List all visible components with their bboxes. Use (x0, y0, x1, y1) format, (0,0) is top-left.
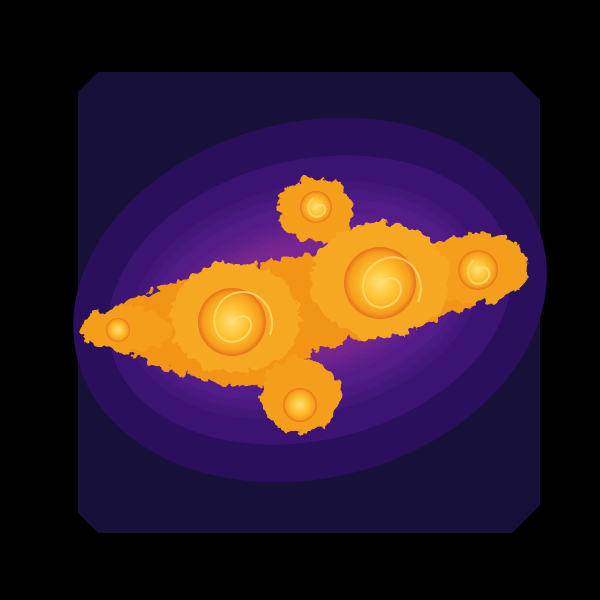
spiral-center-bottom (283, 388, 317, 422)
spiral-center-far-left (106, 318, 130, 342)
spiral-arms (213, 197, 491, 343)
